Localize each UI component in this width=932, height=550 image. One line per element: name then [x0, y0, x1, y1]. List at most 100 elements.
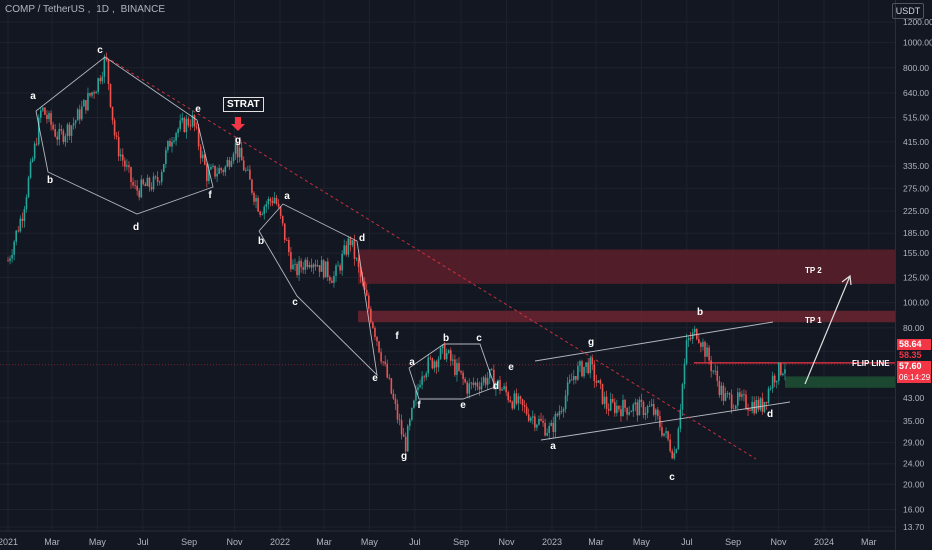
candle: [581, 359, 583, 378]
candle: [620, 405, 622, 422]
candle: [218, 164, 220, 175]
candle: [462, 370, 464, 385]
candle: [156, 171, 159, 186]
candle: [394, 393, 397, 410]
exchange: BINANCE: [120, 4, 166, 15]
candle: [484, 374, 487, 388]
candle: [224, 165, 227, 177]
candle: [724, 387, 727, 402]
candle: [655, 408, 657, 422]
zone-green: [785, 376, 895, 388]
candle: [220, 167, 222, 174]
candle: [722, 382, 725, 406]
candle: [341, 250, 343, 276]
candle: [273, 192, 276, 204]
candle: [624, 398, 626, 412]
candle: [534, 413, 536, 432]
candle: [50, 110, 52, 131]
candle: [115, 131, 118, 140]
price-axis[interactable]: [895, 0, 932, 550]
candle: [614, 398, 616, 417]
currency-unit-button[interactable]: USDT: [892, 3, 924, 19]
candle: [337, 260, 339, 267]
candle: [374, 326, 376, 341]
candle: [165, 147, 167, 168]
time-axis: 2021 Mar May Jul Sep Nov 2022 Mar May Jul Sep Nov 20…: [0, 530, 932, 547]
time-axis-label: Jul: [681, 537, 693, 547]
candle: [146, 174, 149, 187]
channel-line: [534, 321, 774, 362]
candle: [495, 380, 497, 397]
candle: [505, 381, 507, 397]
candle: [91, 91, 93, 99]
candle: [347, 236, 350, 258]
wave-label: d: [493, 381, 499, 392]
target-zones: [0, 249, 895, 388]
wave-label: f: [208, 190, 212, 201]
candle: [271, 196, 274, 207]
wave-label: c: [669, 472, 675, 483]
candle: [144, 182, 147, 187]
time-axis-label: Nov: [227, 537, 244, 547]
price-tag-last: 57.60: [897, 361, 931, 372]
candle: [556, 412, 559, 417]
candle: [737, 388, 739, 410]
candle: [562, 407, 565, 418]
candle: [279, 206, 282, 219]
candle: [437, 356, 440, 372]
candle: [691, 328, 694, 344]
candle: [710, 355, 712, 378]
candle: [427, 353, 430, 377]
candle: [570, 373, 573, 381]
wave-label: b: [258, 236, 264, 247]
candle: [25, 194, 28, 213]
candle: [81, 100, 83, 121]
candle: [78, 104, 81, 125]
price-tag-mid: 58.35: [897, 350, 931, 361]
candle: [730, 389, 733, 414]
candle: [396, 399, 399, 424]
candle: [296, 261, 298, 278]
candle: [564, 389, 567, 413]
candle: [140, 175, 143, 199]
chart-title: COMP / TetherUS, 1D, BINANCE: [5, 4, 166, 15]
wave-label: d: [133, 222, 139, 233]
candle: [97, 77, 99, 95]
candle: [601, 383, 604, 406]
candle: [316, 259, 319, 267]
candle: [158, 180, 161, 186]
candle: [685, 333, 688, 366]
channel-line: [540, 401, 791, 441]
wave-label: e: [372, 373, 378, 384]
candle: [406, 424, 409, 452]
candle: [238, 142, 241, 163]
candle: [480, 377, 483, 393]
candle: [318, 265, 321, 277]
candle: [64, 133, 67, 147]
candle: [517, 393, 520, 411]
candle: [466, 380, 468, 399]
zone-tp1: [358, 310, 895, 323]
interval: 1D: [96, 4, 110, 15]
time-axis-label: Sep: [453, 537, 469, 547]
candle: [35, 137, 38, 146]
candle: [521, 398, 524, 412]
candle: [700, 341, 702, 353]
candle: [669, 433, 671, 453]
candle: [259, 210, 261, 218]
candle: [333, 271, 335, 288]
candle: [638, 396, 641, 416]
wave-label: d: [767, 409, 773, 420]
candle: [525, 403, 528, 416]
candle: [343, 239, 345, 256]
candle: [417, 383, 419, 395]
candle: [741, 390, 743, 401]
candle: [251, 178, 253, 196]
candle: [306, 256, 309, 270]
candle: [497, 379, 499, 386]
candle: [499, 375, 501, 395]
candle: [634, 398, 637, 412]
candle: [560, 406, 563, 414]
candle: [339, 263, 341, 274]
